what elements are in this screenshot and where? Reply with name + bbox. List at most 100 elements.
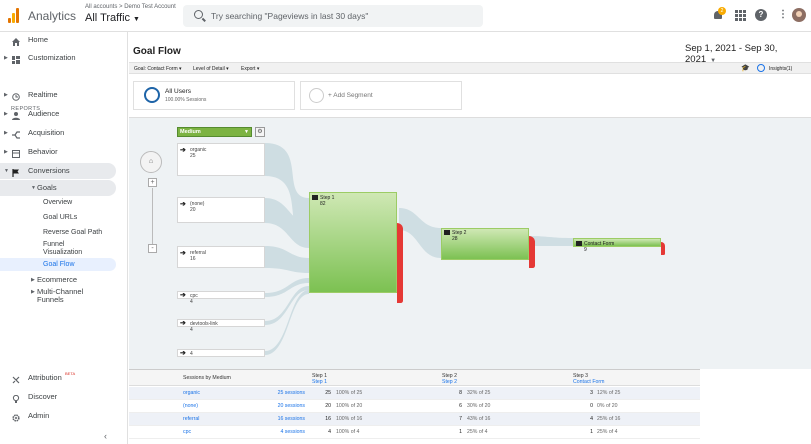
analytics-logo[interactable]: [8, 8, 20, 23]
flow-settings-gear-icon[interactable]: ⚙: [255, 127, 265, 137]
sidebar: Home ▶ Customization REPORTS ▶ Realtime …: [0, 32, 128, 444]
step-3-dropoff[interactable]: [661, 242, 665, 255]
sessions-count[interactable]: 16 sessions: [277, 416, 305, 422]
home-icon: [12, 36, 20, 46]
goal-selector[interactable]: Goal: Contact Form ▾: [134, 66, 182, 72]
pan-control-icon[interactable]: ⌂: [140, 151, 162, 173]
sidebar-item-audience[interactable]: ▶ Audience: [0, 106, 127, 122]
help-icon[interactable]: ?: [755, 9, 767, 21]
medium-link[interactable]: (none): [183, 403, 198, 409]
table-row[interactable]: cpc 4 sessions 4 100% of 4 1 25% of 4 1 25% of …: [129, 426, 700, 439]
step-2-label: Step 2 28: [444, 230, 466, 242]
graduation-cap-icon[interactable]: 🎓: [741, 65, 750, 72]
avatar[interactable]: [792, 8, 806, 22]
table-row[interactable]: organic 25 sessions 25 100% of 25 8 32% of 25…: [129, 387, 700, 400]
goal-flow-visualization[interactable]: Medium ▼ ⚙ ⌂ + - ➔ organic 25 ➔ (none) 20 ➔ re…: [129, 117, 811, 369]
table-row[interactable]: (none) 20 sessions 20 100% of 20 6 30% of 20 0…: [129, 400, 700, 413]
flag-icon: [12, 167, 20, 177]
step2-count: 7: [459, 416, 462, 422]
acquisition-icon: [12, 129, 20, 139]
sidebar-item-home[interactable]: Home: [0, 32, 127, 48]
collapse-sidebar-icon[interactable]: ‹: [104, 431, 107, 441]
add-segment-button[interactable]: + Add Segment: [300, 81, 462, 110]
step-1-label: Step 1 82: [312, 195, 334, 207]
beta-badge: BETA: [65, 371, 76, 376]
sidebar-item-customization[interactable]: ▶ Customization: [0, 50, 127, 66]
sidebar-item-attribution[interactable]: Attribution BETA: [0, 370, 127, 386]
sidebar-item-behavior[interactable]: ▶ Behavior: [0, 144, 127, 160]
step3-count: 4: [590, 416, 593, 422]
sidebar-item-discover[interactable]: Discover: [0, 389, 127, 405]
step-2-node[interactable]: [441, 228, 529, 260]
segment-name: All Users: [165, 88, 192, 95]
medium-link[interactable]: organic: [183, 390, 201, 396]
sidebar-item-label: Admin: [28, 411, 50, 420]
step-3-node[interactable]: [573, 238, 661, 247]
sidebar-item-realtime[interactable]: ▶ Realtime: [0, 87, 127, 103]
property-selector[interactable]: All Traffic ▼: [85, 12, 140, 24]
source-value: 4: [190, 327, 193, 333]
col-step3: Step 3 Contact Form: [573, 373, 605, 385]
search-placeholder[interactable]: Try searching "Pageviews in last 30 days…: [211, 11, 369, 21]
dimension-selector[interactable]: Medium ▼: [177, 127, 252, 137]
table-row[interactable]: referral 16 sessions 16 100% of 16 7 43% of 1…: [129, 413, 700, 426]
step-2-dropoff[interactable]: [529, 236, 535, 268]
insights-icon[interactable]: [757, 64, 765, 72]
collapse-arrow-icon: ▼: [4, 168, 9, 174]
insights-button[interactable]: Insights(1): [769, 66, 793, 72]
notifications-icon[interactable]: 2: [712, 7, 726, 21]
step-3-label: Contact Form 9: [576, 241, 614, 253]
reports-section-heading: REPORTS: [11, 106, 41, 112]
zoom-out-button[interactable]: -: [148, 244, 157, 253]
search-bar[interactable]: Try searching "Pageviews in last 30 days…: [183, 5, 483, 27]
zoom-control[interactable]: + -: [148, 178, 157, 254]
source-node[interactable]: ➔ cpc 4: [177, 291, 265, 305]
step3-percent: 25% of 4: [597, 429, 618, 435]
sidebar-item-label: Audience: [28, 109, 60, 118]
segment-all-users[interactable]: All Users 100.00% Sessions: [133, 81, 295, 110]
sidebar-item-acquisition[interactable]: ▶ Acquisition: [0, 125, 127, 141]
sidebar-item-reverse-goal-path[interactable]: Reverse Goal Path: [0, 226, 116, 239]
more-vert-icon[interactable]: ⋮: [778, 9, 788, 20]
source-value: 4: [190, 351, 193, 357]
step-1-dropoff[interactable]: [397, 223, 403, 303]
sidebar-item-goals[interactable]: ▼ Goals: [0, 180, 116, 196]
apps-grid-icon[interactable]: [734, 9, 746, 21]
medium-link[interactable]: cpc: [183, 429, 192, 435]
source-node[interactable]: ➔ organic 25: [177, 143, 265, 176]
source-node[interactable]: ➔ 4: [177, 349, 265, 357]
sessions-count[interactable]: 4 sessions: [280, 429, 305, 435]
sidebar-item-multi-channel-funnels[interactable]: ▶ Multi-Channel Funnels: [0, 287, 127, 305]
sessions-count[interactable]: 20 sessions: [277, 403, 305, 409]
sidebar-item-label: Home: [28, 35, 49, 44]
date-range-picker[interactable]: Sep 1, 2021 - Sep 30, 2021 ▼: [685, 43, 811, 65]
level-of-detail-menu[interactable]: Level of Detail ▾: [193, 66, 229, 72]
account-breadcrumb[interactable]: All accounts > Demo Test Account: [85, 4, 176, 10]
sidebar-item-funnel-visualization[interactable]: Funnel Visualization: [0, 240, 116, 258]
sessions-count[interactable]: 25 sessions: [277, 390, 305, 396]
sidebar-item-goal-flow[interactable]: Goal Flow: [0, 258, 116, 271]
step-1-node[interactable]: [309, 192, 397, 293]
zoom-slider-track[interactable]: [152, 188, 153, 244]
sidebar-item-ecommerce[interactable]: ▶ Ecommerce: [0, 272, 127, 288]
expand-arrow-icon: ▶: [4, 92, 8, 98]
sidebar-item-conversions[interactable]: ▼ Conversions: [0, 163, 116, 179]
medium-link[interactable]: referral: [183, 416, 200, 422]
source-node[interactable]: ➔ devtools-link 4: [177, 319, 265, 333]
sidebar-item-goal-urls[interactable]: Goal URLs: [0, 211, 116, 224]
sidebar-item-goal-overview[interactable]: Overview: [0, 196, 116, 209]
source-node[interactable]: ➔ (none) 20: [177, 197, 265, 223]
zoom-in-button[interactable]: +: [148, 178, 157, 187]
gear-icon: [12, 412, 20, 422]
sidebar-item-label: Reverse Goal Path: [43, 229, 103, 236]
source-node[interactable]: ➔ referral 16: [177, 246, 265, 268]
arrow-icon: ➔: [180, 292, 186, 299]
step3-count: 3: [590, 390, 593, 396]
arrow-icon: ➔: [180, 147, 186, 154]
sidebar-item-label: Funnels: [37, 295, 64, 304]
sidebar-item-label: Acquisition: [28, 128, 65, 137]
export-menu[interactable]: Export ▾: [241, 66, 260, 72]
sidebar-item-admin[interactable]: Admin: [0, 408, 127, 424]
step1-count: 20: [325, 403, 331, 409]
clock-icon: [12, 91, 20, 101]
